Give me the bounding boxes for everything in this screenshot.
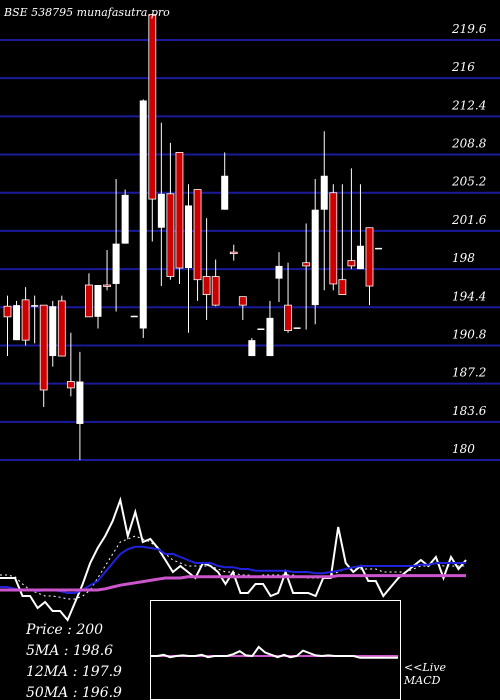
- oscillator-series-line: [0, 496, 467, 622]
- candle-body: [31, 305, 39, 307]
- candle-body: [85, 284, 93, 318]
- oscillator-panel: [0, 496, 467, 622]
- y-tick-label: 187.2: [452, 366, 486, 380]
- price-gridlines: [0, 39, 500, 461]
- candle-body: [302, 262, 311, 267]
- candle-body: [293, 327, 301, 329]
- candle-body: [49, 306, 57, 357]
- y-tick-label: 190.8: [452, 327, 487, 341]
- candle-body: [257, 328, 265, 330]
- candle-body: [229, 251, 238, 255]
- y-tick-label: 201.6: [451, 213, 487, 227]
- y-tick-label: 205.2: [451, 175, 486, 189]
- candle-body: [238, 296, 247, 306]
- y-tick-label: 212.4: [451, 98, 486, 112]
- candle-body: [121, 194, 129, 244]
- candle-body: [365, 227, 374, 287]
- candle-body: [57, 300, 66, 357]
- candle-body: [157, 193, 165, 228]
- candle-body: [112, 243, 120, 284]
- macd-panel: [150, 600, 401, 700]
- candle-body: [248, 340, 256, 357]
- candle-body: [166, 193, 175, 277]
- candle-body: [13, 305, 21, 341]
- candle-body: [329, 192, 338, 285]
- macd-live-label: <<Live: [404, 661, 446, 674]
- candle-body: [3, 305, 12, 318]
- y-tick-label: 183.6: [452, 404, 487, 418]
- candle-body: [266, 317, 274, 357]
- candle-body: [94, 285, 102, 317]
- candle-body: [193, 189, 202, 281]
- legend-price: Price : 200: [26, 622, 104, 638]
- candle-body: [375, 247, 383, 250]
- candle-body: [66, 381, 75, 389]
- ticker-title: BSE 538795 munafasutra.pro: [4, 6, 170, 19]
- candle-body: [21, 299, 30, 341]
- legend-50ma: 50MA : 196.9: [26, 685, 122, 700]
- legend-5ma: 5MA : 198.6: [26, 643, 114, 659]
- candle-body: [39, 304, 48, 391]
- y-tick-label: 208.8: [451, 137, 487, 151]
- macd-label: <<Live MACD: [404, 661, 446, 687]
- candle-body: [103, 284, 111, 287]
- y-tick-label: 180: [452, 442, 475, 456]
- candle-body: [275, 265, 283, 279]
- candle-body: [320, 175, 328, 210]
- candle-body: [211, 276, 220, 306]
- candle-body: [175, 152, 184, 269]
- macd-series-line: [151, 645, 398, 659]
- candle-body: [347, 260, 356, 267]
- y-tick-label: 198: [452, 251, 475, 265]
- candle-body: [221, 175, 229, 210]
- price-axis-ticks: 219.6 216 212.4 208.8 205.2 201.6 198 194.4 190.…: [451, 22, 487, 456]
- price-candles: [3, 14, 383, 460]
- candle-body: [202, 276, 211, 295]
- candle-body: [130, 315, 138, 318]
- candle-body: [338, 279, 347, 295]
- candle-body: [148, 14, 157, 200]
- y-tick-label: 216: [451, 60, 475, 74]
- candle-body: [185, 205, 192, 269]
- candle-body: [284, 304, 292, 332]
- price-legend: Price : 200 5MA : 198.6 12MA : 197.9 50M…: [26, 620, 122, 700]
- candle-body: [76, 381, 84, 424]
- candle-body: [356, 245, 364, 270]
- macd-title-label: MACD: [404, 674, 441, 687]
- oscillator-series-line: [0, 545, 466, 594]
- y-tick-label: 219.6: [451, 22, 487, 36]
- y-tick-label: 194.4: [452, 289, 486, 303]
- macd-frame: [150, 600, 401, 700]
- legend-12ma: 12MA : 197.9: [26, 664, 122, 680]
- candle-body: [139, 100, 147, 329]
- candle-body: [311, 209, 319, 306]
- oscillator-series-line: [0, 574, 466, 592]
